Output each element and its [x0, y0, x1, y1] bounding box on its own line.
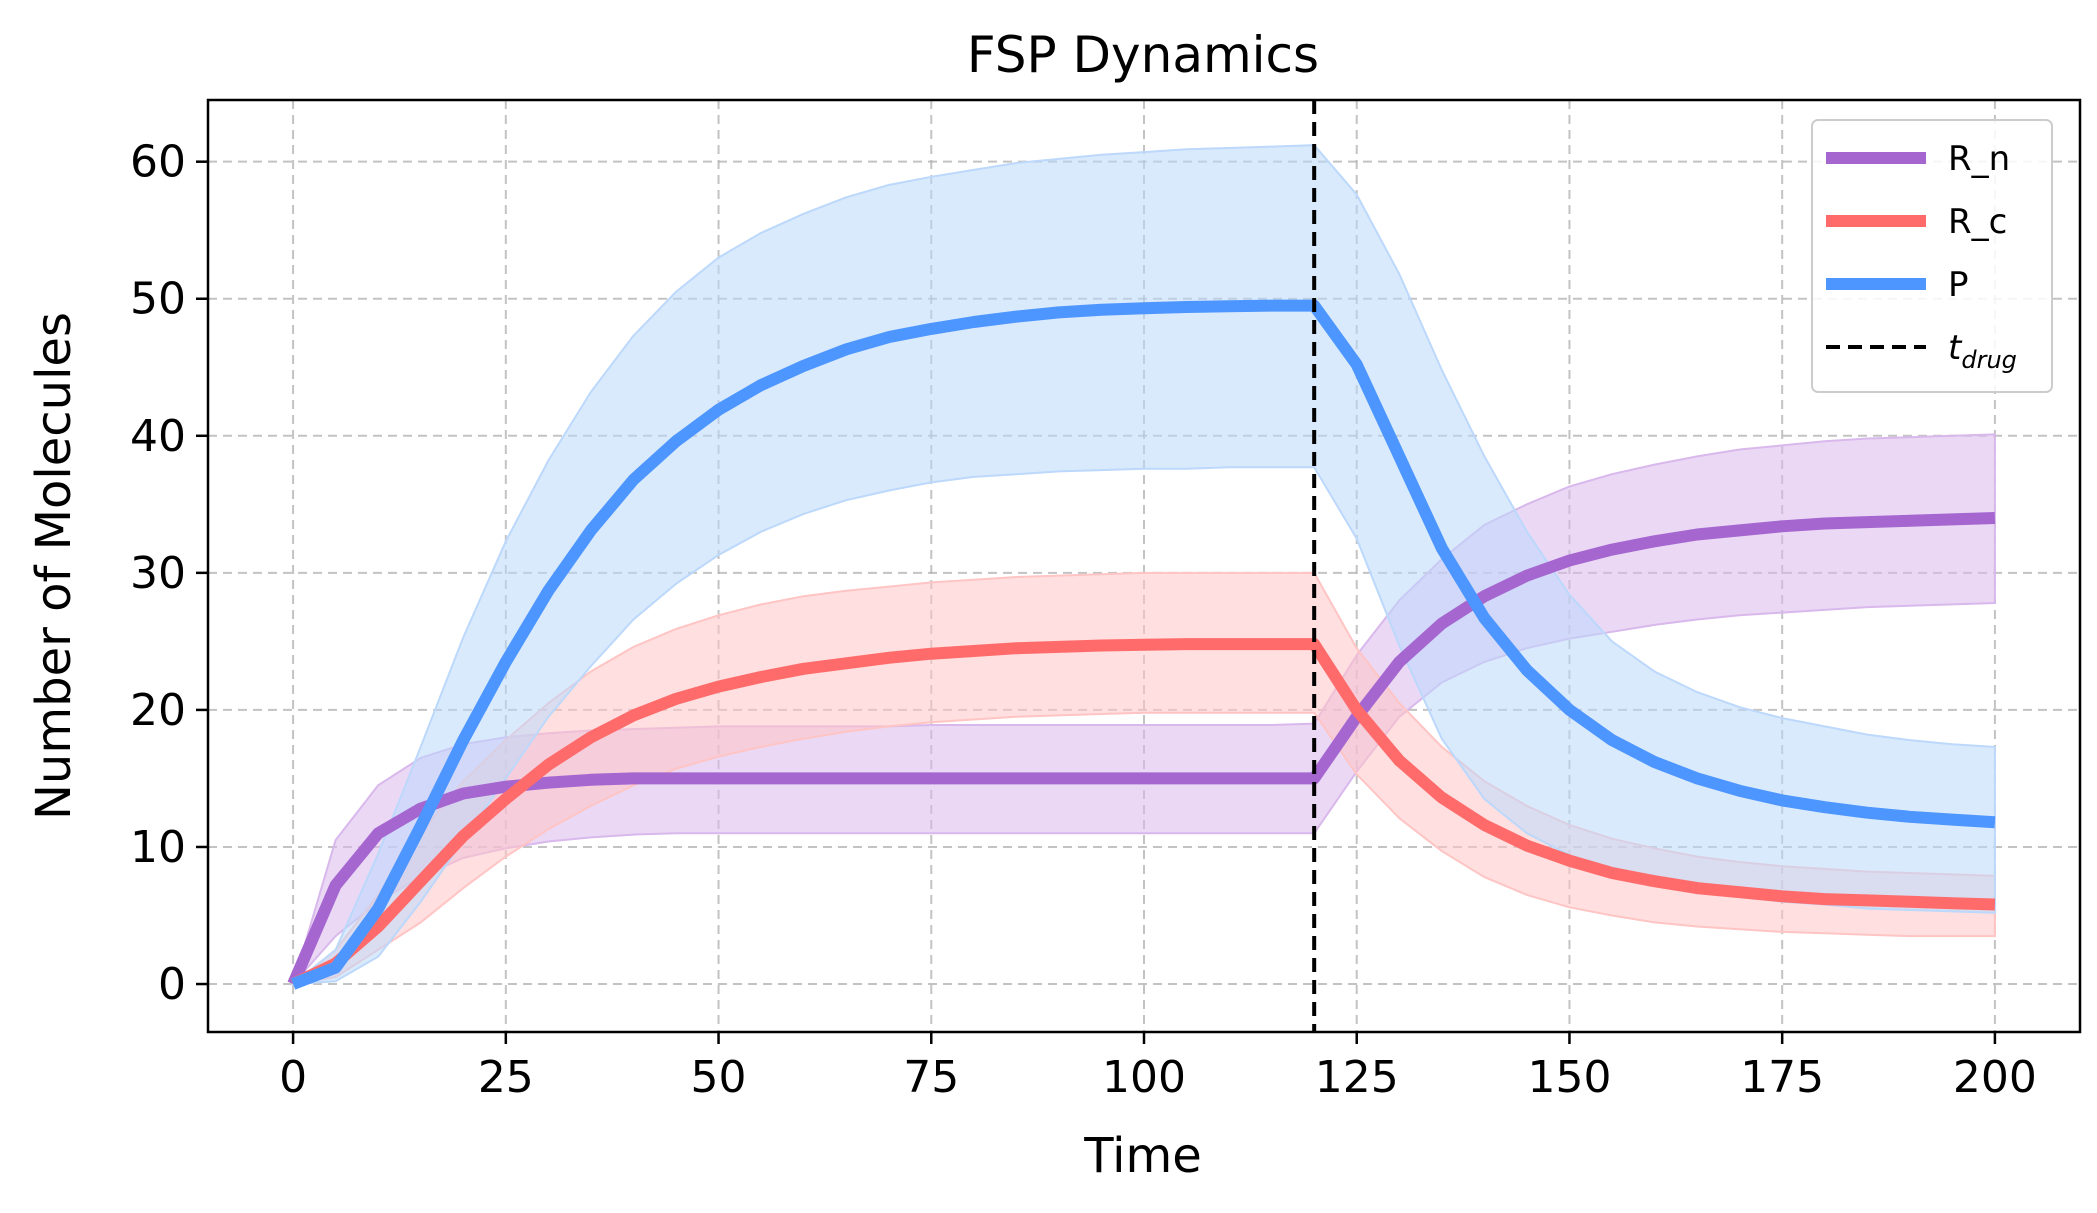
x-axis-label: Time [1083, 1128, 1201, 1184]
x-tick-label: 75 [903, 1052, 959, 1103]
x-tick-label: 0 [279, 1052, 307, 1103]
legend-label: P [1948, 265, 1969, 305]
series-lines [287, 299, 1996, 990]
chart-title: FSP Dynamics [967, 26, 1319, 84]
x-tick-label: 175 [1740, 1052, 1824, 1103]
y-tick-label: 10 [130, 822, 186, 873]
y-tick-label: 0 [158, 959, 186, 1010]
x-tick-label: 125 [1315, 1052, 1399, 1103]
legend-label-sub: drug [1961, 346, 2017, 374]
y-tick-label: 60 [130, 137, 186, 188]
line-r-c [290, 638, 1996, 990]
x-tick-label: 100 [1102, 1052, 1186, 1103]
y-tick-label: 40 [130, 411, 186, 462]
y-tick-label: 20 [130, 685, 186, 736]
x-tick-label: 200 [1953, 1052, 2037, 1103]
legend-box [1811, 119, 2053, 393]
y-tick-label: 50 [130, 274, 186, 325]
band-p [290, 144, 1996, 986]
legend-label: R_c [1948, 202, 2007, 242]
y-axis-label: Number of Molecules [26, 312, 82, 820]
legend-label: R_n [1948, 139, 2010, 179]
legend-label-t-drug: tdrug [1948, 328, 2017, 374]
legend-label-main: t [1948, 328, 1963, 368]
line-p [290, 299, 1996, 990]
uncertainty-bands [289, 144, 1996, 986]
x-tick-label: 50 [691, 1052, 747, 1103]
axis-ticks: 0 25 50 75 100 125 150 175 200 0 10 20 30 40 50 60 [130, 137, 2037, 1103]
x-tick-label: 150 [1527, 1052, 1611, 1103]
y-tick-label: 30 [130, 548, 186, 599]
line-r-n [287, 512, 1996, 987]
x-tick-label: 25 [478, 1052, 534, 1103]
